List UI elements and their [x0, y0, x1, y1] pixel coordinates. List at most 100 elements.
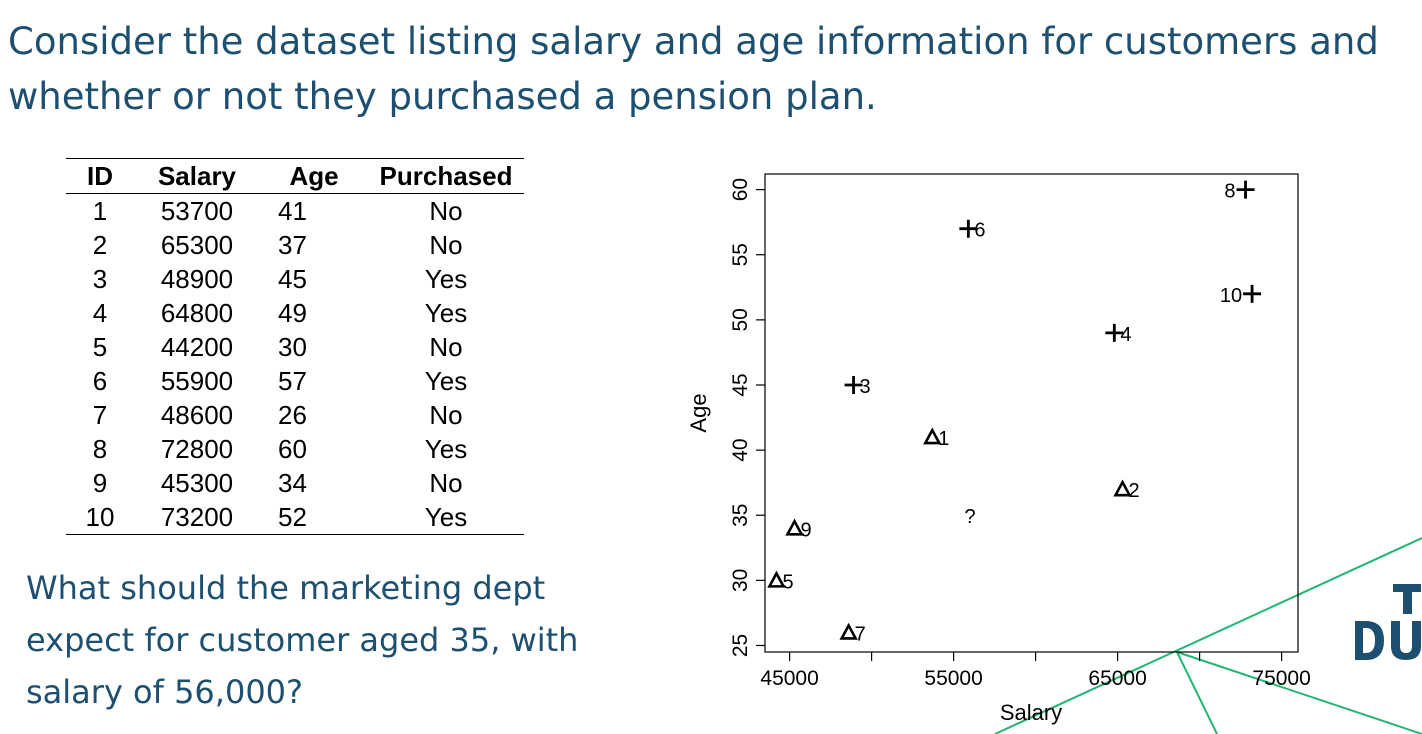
cell-id: 4 — [92, 297, 108, 328]
point-label: 2 — [1129, 480, 1140, 502]
cell-purchased: No — [429, 195, 463, 226]
plus-point — [844, 375, 863, 394]
x-axis-label: Salary — [1000, 700, 1062, 725]
cell-salary: 45300 — [160, 467, 234, 498]
y-tick-label: 60 — [729, 178, 752, 201]
cell-salary: 64800 — [160, 297, 234, 328]
cell-id: 7 — [92, 399, 108, 430]
dtu-logo-icon — [1355, 584, 1421, 660]
cell-id: 3 — [92, 263, 108, 294]
table-header-row: ID Salary Age Purchased — [66, 158, 524, 194]
cell-purchased: Yes — [424, 365, 468, 396]
cell-salary: 55900 — [160, 365, 234, 396]
y-axis-label: Age — [686, 393, 711, 432]
header-purchased: Purchased — [368, 158, 524, 194]
y-tick-label: 35 — [729, 504, 752, 527]
table-row: 4 64800 49 Yes — [66, 296, 524, 330]
y-tick-label: 55 — [729, 243, 752, 266]
x-tick-label: 75000 — [1252, 667, 1310, 690]
dataset-table: ID Salary Age Purchased 1 53700 41 No 2 65300… — [66, 158, 524, 535]
table-body: 1 53700 41 No 2 65300 37 No 3 48900 45 Yes 4 64800 49 Y… — [66, 194, 524, 535]
cell-purchased: Yes — [424, 433, 468, 464]
cell-age: 60 — [278, 433, 307, 464]
y-tick-label: 50 — [729, 308, 752, 331]
triangle-point — [1113, 479, 1132, 497]
cell-age: 26 — [278, 399, 307, 430]
accent-line — [1176, 651, 1218, 734]
y-tick-label: 25 — [729, 634, 752, 657]
cell-purchased: Yes — [368, 500, 524, 535]
cell-salary: 73200 — [134, 500, 260, 535]
cell-purchased: No — [429, 229, 463, 260]
cell-purchased: Yes — [424, 263, 468, 294]
cell-id: 9 — [92, 467, 108, 498]
query-point-label: ? — [964, 506, 975, 528]
table-row: 6 55900 57 Yes — [66, 364, 524, 398]
cell-purchased: No — [429, 331, 463, 362]
cell-id: 6 — [92, 365, 108, 396]
cell-age: 49 — [278, 297, 307, 328]
plot-frame — [764, 173, 1299, 653]
x-tick-label: 45000 — [760, 667, 818, 690]
cell-salary: 44200 — [160, 331, 234, 362]
x-tick-label: 65000 — [1088, 667, 1146, 690]
accent-line — [994, 537, 1422, 734]
point-label: 9 — [801, 519, 812, 541]
table-row: 3 48900 45 Yes — [66, 262, 524, 296]
point-label: 1 — [938, 428, 949, 450]
accent-line — [1176, 651, 1422, 734]
header-id: ID — [66, 158, 134, 194]
slide-heading: Consider the dataset listing salary and … — [8, 20, 1379, 118]
point-label: 3 — [860, 376, 871, 398]
table-row: 10 73200 52 Yes — [66, 500, 524, 535]
cell-id: 2 — [92, 229, 108, 260]
cell-salary: 53700 — [160, 195, 234, 226]
cell-purchased: No — [429, 399, 463, 430]
point-label: 5 — [782, 571, 793, 593]
point-label: 7 — [855, 623, 866, 645]
point-label: 8 — [1224, 181, 1235, 203]
triangle-point — [923, 427, 942, 445]
cell-age: 41 — [278, 195, 307, 226]
triangle-point — [785, 518, 804, 536]
x-tick-label: 55000 — [924, 667, 982, 690]
cell-age: 52 — [260, 500, 368, 535]
table-row: 7 48600 26 No — [66, 398, 524, 432]
question-text: What should the marketing dept expect fo… — [26, 569, 579, 711]
cell-age: 37 — [278, 229, 307, 260]
y-tick-label: 40 — [729, 438, 752, 461]
plus-point — [1236, 180, 1255, 199]
point-label: 4 — [1120, 324, 1131, 346]
y-tick-label: 45 — [729, 373, 752, 396]
cell-salary: 72800 — [160, 433, 234, 464]
header-age: Age — [260, 158, 368, 194]
cell-purchased: Yes — [424, 297, 468, 328]
cell-age: 34 — [278, 467, 307, 498]
plus-point — [959, 219, 978, 238]
table-row: 5 44200 30 No — [66, 330, 524, 364]
cell-purchased: No — [429, 467, 463, 498]
cell-salary: 48900 — [160, 263, 234, 294]
table-row: 2 65300 37 No — [66, 228, 524, 262]
triangle-point — [839, 622, 858, 640]
table-row: 9 45300 34 No — [66, 466, 524, 500]
triangle-point — [767, 570, 786, 588]
y-tick-label: 30 — [729, 569, 752, 592]
cell-id: 1 — [92, 195, 108, 226]
cell-age: 57 — [278, 365, 307, 396]
cell-salary: 65300 — [160, 229, 234, 260]
cell-salary: 48600 — [160, 399, 234, 430]
point-label: 10 — [1220, 285, 1242, 307]
cell-id: 10 — [66, 500, 134, 535]
table-row: 1 53700 41 No — [66, 194, 524, 229]
cell-id: 8 — [92, 433, 108, 464]
cell-age: 30 — [278, 331, 307, 362]
cell-age: 45 — [278, 263, 307, 294]
decorative-accent-lines — [994, 537, 1422, 734]
cell-id: 5 — [92, 331, 108, 362]
header-salary: Salary — [134, 158, 260, 194]
plus-point — [1105, 323, 1124, 342]
point-label: 6 — [974, 220, 985, 242]
table-row: 8 72800 60 Yes — [66, 432, 524, 466]
